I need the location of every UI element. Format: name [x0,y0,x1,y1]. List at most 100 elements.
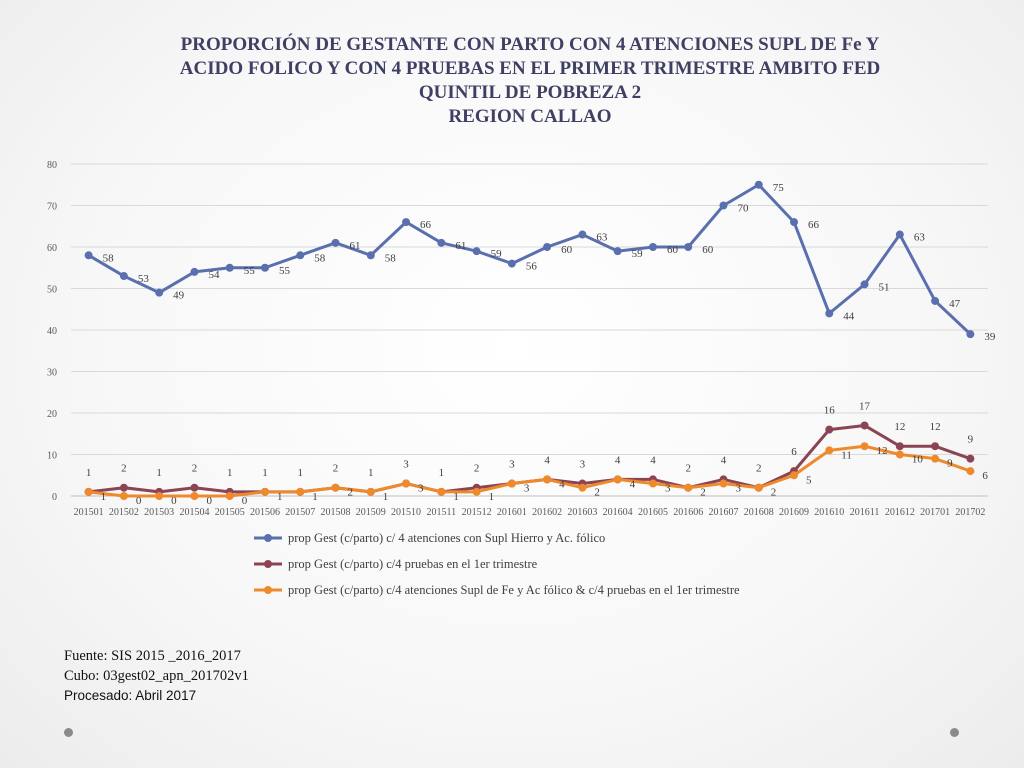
data-label: 1 [86,467,92,479]
legend-swatch-marker [264,560,272,568]
x-axis: 201501 201502 201503 201504 201505 201506 2015… [74,507,986,518]
data-point [225,263,234,272]
data-point [578,483,587,492]
source-note: Fuente: SIS 2015 _2016_2017 Cubo: 03gest… [64,646,249,706]
data-point [260,263,269,272]
gridlines [71,163,988,497]
data-point [719,479,728,488]
x-tick-label: 201512 [462,507,492,518]
data-label: 6 [791,446,797,458]
series-line [87,183,972,336]
data-point [966,454,975,463]
data-label: 2 [771,487,777,499]
data-point [507,259,516,268]
data-label: 61 [350,240,361,252]
chart-title-line: QUINTIL DE POBREZA 2 [418,82,642,103]
data-label: 59 [632,248,644,260]
data-point [119,272,128,281]
x-tick-label: 201606 [673,507,703,518]
corner-dot [64,728,73,737]
data-point [331,238,340,247]
data-label: 5 [806,474,812,486]
y-tick-label: 50 [47,285,57,296]
x-tick-label: 201604 [603,507,633,518]
data-label: 3 [524,483,530,495]
data-label: 4 [650,454,656,466]
data-point [825,309,834,318]
data-label: 0 [171,495,177,507]
data-point [860,442,869,451]
data-label: 4 [544,454,550,466]
data-point [119,483,128,492]
data-label: 61 [455,240,466,252]
chart-title-line: PROPORCIÓN DE GESTANTE CON PARTO CON 4 A… [180,34,880,55]
data-label: 1 [489,491,495,503]
data-point [366,251,375,260]
data-label: 1 [439,467,445,479]
data-label: 12 [930,421,941,433]
data-point [613,475,622,484]
data-label: 3 [735,483,741,495]
data-point [437,487,446,496]
data-label: 75 [773,182,785,194]
data-label: 1 [277,491,283,503]
data-point [190,492,199,500]
data-point [331,483,340,492]
data-point [825,446,834,455]
data-point [860,280,869,289]
data-point [260,487,269,496]
y-tick-label: 80 [47,160,57,171]
data-point [684,243,693,251]
x-tick-label: 201507 [285,507,315,518]
data-label: 44 [843,310,855,322]
data-label: 60 [702,244,714,256]
data-label: 55 [244,265,256,277]
data-point [472,247,481,256]
data-point [155,288,164,297]
data-point [754,180,763,189]
data-label: 4 [559,478,565,490]
data-label: 1 [298,467,304,479]
x-tick-label: 201702 [955,507,985,518]
data-point [895,450,904,459]
data-label: 1 [156,467,162,479]
source-line: Fuente: SIS 2015 _2016_2017 [64,648,241,664]
x-tick-label: 201611 [850,507,880,518]
data-label: 56 [526,261,538,273]
data-label: 1 [262,467,268,479]
data-label: 6 [982,470,988,482]
data-label: 3 [403,459,409,471]
data-label: 9 [947,458,953,470]
data-label: 3 [418,483,424,495]
data-point [543,475,552,484]
data-label: 58 [314,252,326,264]
chart-title-line: REGION CALLAO [448,106,612,127]
y-tick-label: 20 [47,409,57,420]
data-label: 0 [242,495,248,507]
data-label: 49 [173,290,185,302]
x-tick-label: 201509 [356,507,386,518]
legend-entry: prop Gest (c/parto) c/ 4 atenciones con … [254,531,605,545]
y-tick-label: 40 [47,326,57,337]
data-label: 58 [385,252,397,264]
data-label: 3 [580,459,586,471]
x-tick-label: 201603 [567,507,597,518]
data-point [296,487,305,496]
data-point [931,454,940,463]
data-point [825,425,834,434]
data-point [931,442,940,451]
x-tick-label: 201503 [144,507,174,518]
data-point [402,479,411,488]
data-point [966,330,975,339]
x-tick-label: 201501 [74,507,104,518]
data-label: 66 [420,219,432,231]
data-point [155,492,164,500]
data-point [931,296,940,305]
x-tick-label: 201605 [638,507,668,518]
data-label: 0 [136,495,142,507]
data-point [895,442,904,451]
x-tick-label: 201612 [885,507,915,518]
legend-label: prop Gest (c/parto) c/4 atenciones Supl … [288,583,740,597]
x-tick-label: 201508 [321,507,351,518]
data-label: 1 [101,491,107,503]
